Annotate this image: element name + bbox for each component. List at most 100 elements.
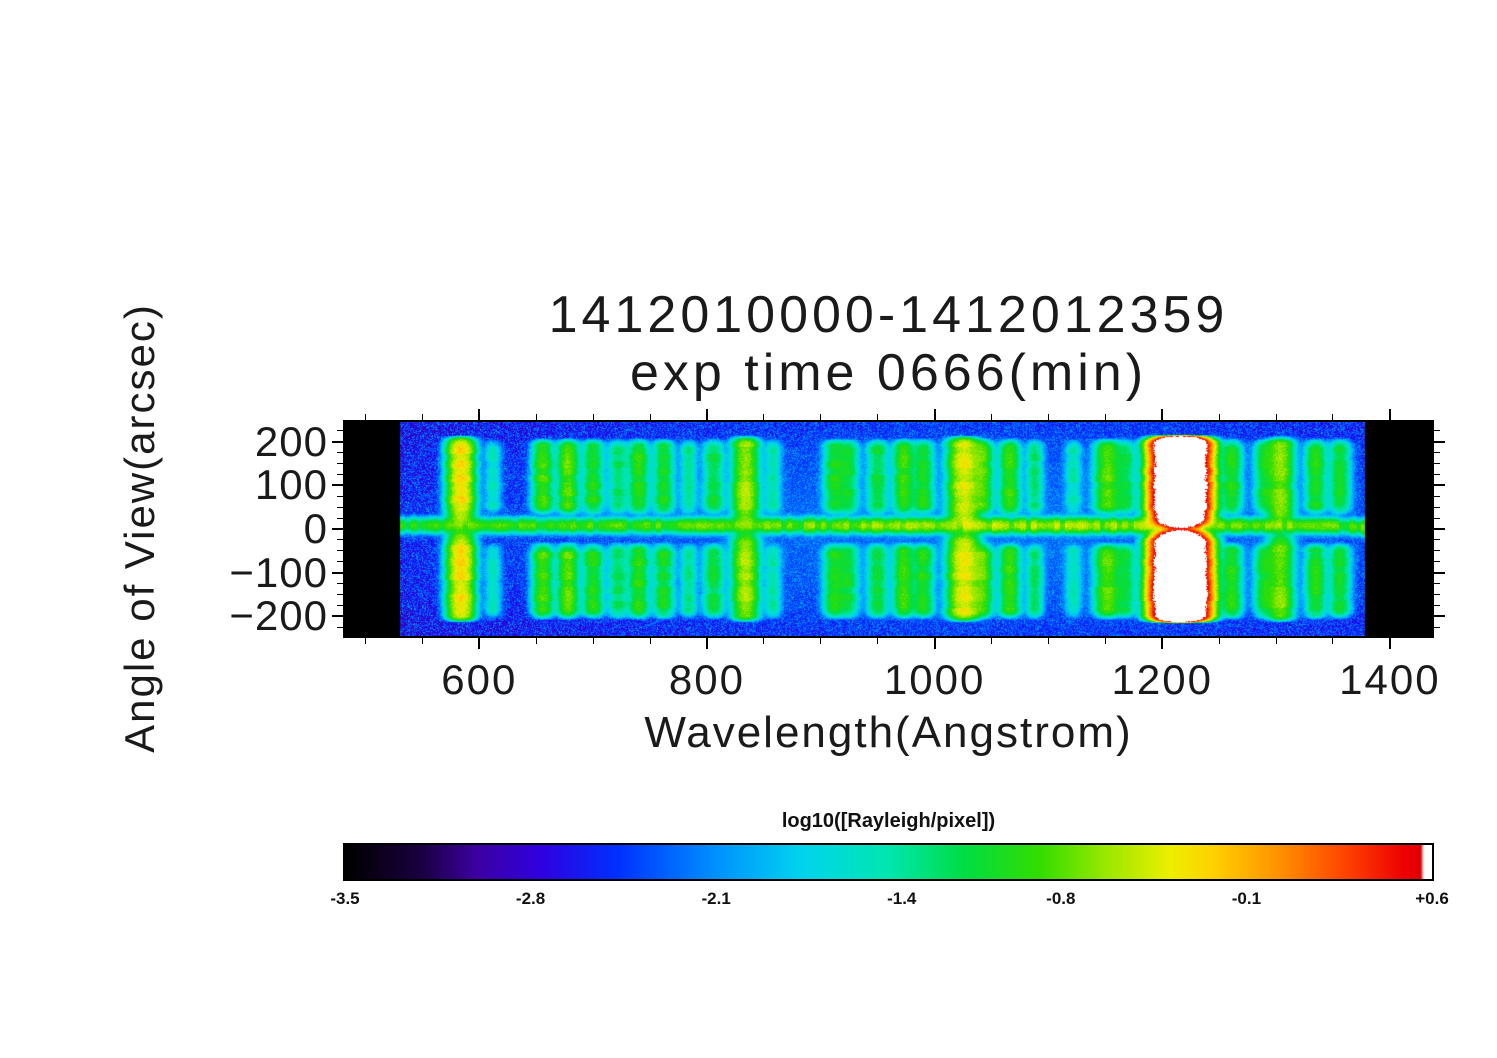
x-axis-minor-tick xyxy=(535,638,537,644)
y-tick-label: 200 xyxy=(254,417,328,465)
y-axis-minor-tick xyxy=(1434,517,1440,519)
y-axis-minor-tick xyxy=(337,604,343,606)
x-tick-label: 1000 xyxy=(883,656,986,703)
x-axis-major-tick xyxy=(478,638,481,649)
x-axis-minor-tick xyxy=(991,414,992,420)
y-axis-minor-tick xyxy=(1434,506,1440,508)
x-axis-minor-tick xyxy=(535,414,537,420)
y-axis-minor-tick xyxy=(1434,473,1440,475)
y-axis-minor-tick xyxy=(1434,583,1440,585)
y-axis-minor-tick xyxy=(337,430,343,432)
y-axis-minor-tick xyxy=(1434,626,1440,628)
x-axis-minor-tick xyxy=(421,638,423,644)
y-axis-major-tick xyxy=(1434,615,1445,618)
x-axis-major-tick xyxy=(1388,638,1391,649)
colorbar-tick-label: +0.6 xyxy=(1415,889,1449,908)
x-axis-major-tick xyxy=(1161,409,1164,420)
x-axis-major-tick xyxy=(478,409,481,420)
y-axis-major-tick xyxy=(1434,484,1445,487)
x-axis-major-tick xyxy=(1388,409,1391,420)
x-axis-minor-tick xyxy=(364,414,366,420)
y-axis-minor-tick xyxy=(337,550,343,552)
colorbar-tick-label: -1.4 xyxy=(887,889,917,908)
y-axis-minor-tick xyxy=(337,495,343,497)
x-axis-minor-tick xyxy=(421,414,423,420)
y-axis-minor-tick xyxy=(337,452,343,454)
x-axis-minor-tick xyxy=(1275,414,1277,420)
y-axis-label: Angle of View(arcsec) xyxy=(116,303,163,753)
x-axis-minor-tick xyxy=(877,414,879,420)
x-tick-label: 1200 xyxy=(1111,656,1213,703)
x-tick-label: 600 xyxy=(441,656,518,703)
colorbar-label: log10([Rayleigh/pixel]) xyxy=(781,810,996,832)
plot-title: 1412010000-1412012359 exp time 0666(min) xyxy=(345,286,1432,402)
y-axis-minor-tick xyxy=(1434,495,1440,497)
x-axis-minor-tick xyxy=(991,638,992,644)
x-axis-minor-tick xyxy=(1332,414,1334,420)
y-axis-minor-tick xyxy=(1434,561,1440,563)
x-tick-label: 1400 xyxy=(1339,656,1441,703)
x-axis-minor-tick xyxy=(1047,414,1049,420)
colorbar-tick-label: -2.1 xyxy=(701,889,731,908)
colorbar-tick-label: -0.8 xyxy=(1046,889,1076,908)
y-axis-minor-tick xyxy=(337,539,343,541)
x-axis-minor-tick xyxy=(649,414,651,420)
x-axis-minor-tick xyxy=(649,638,651,644)
x-axis-minor-tick xyxy=(1275,638,1277,644)
y-axis-minor-tick xyxy=(337,506,343,508)
y-axis-major-tick xyxy=(332,440,343,443)
x-axis-minor-tick xyxy=(877,638,879,644)
x-axis-minor-tick xyxy=(592,414,594,420)
y-axis-minor-tick xyxy=(337,594,343,595)
y-axis-major-tick xyxy=(332,571,343,574)
y-axis-minor-tick xyxy=(1434,594,1440,595)
colorbar-tick-label: -0.1 xyxy=(1231,889,1262,908)
title-line-1: 1412010000-1412012359 xyxy=(548,286,1229,344)
title-line-2: exp time 0666(min) xyxy=(629,344,1148,402)
y-axis-minor-tick xyxy=(337,473,343,475)
colorbar-tick-label: -2.8 xyxy=(515,889,546,908)
y-axis-minor-tick xyxy=(337,561,343,563)
x-axis-minor-tick xyxy=(1104,414,1106,420)
y-axis-minor-tick xyxy=(337,462,343,464)
y-axis-major-tick xyxy=(1434,571,1445,574)
y-axis-minor-tick xyxy=(337,626,343,628)
y-axis-minor-tick xyxy=(1434,539,1440,541)
y-axis-minor-tick xyxy=(1434,430,1440,432)
y-axis-minor-tick xyxy=(1434,604,1440,606)
y-tick-label: 0 xyxy=(303,505,328,552)
x-tick-label: 800 xyxy=(668,656,745,703)
x-axis-minor-tick xyxy=(1104,638,1106,644)
y-axis-major-tick xyxy=(1434,440,1445,443)
colorbar-tick-label: -3.5 xyxy=(330,889,360,908)
y-axis-major-tick xyxy=(332,528,343,530)
y-axis-major-tick xyxy=(332,484,343,487)
x-axis-major-tick xyxy=(933,409,936,420)
x-axis-minor-tick xyxy=(364,638,366,644)
x-axis-minor-tick xyxy=(820,638,822,644)
y-tick-label: 100 xyxy=(254,461,328,509)
y-tick-label: −200 xyxy=(229,592,328,640)
x-axis-minor-tick xyxy=(763,638,765,644)
x-axis-minor-tick xyxy=(1047,638,1049,644)
x-axis-minor-tick xyxy=(1218,638,1220,644)
y-axis-minor-tick xyxy=(1434,452,1440,454)
x-axis-minor-tick xyxy=(592,638,594,644)
y-axis-minor-tick xyxy=(1434,550,1440,552)
spectrogram-heatmap xyxy=(345,422,1432,636)
x-axis-major-tick xyxy=(705,409,708,420)
y-axis-major-tick xyxy=(332,615,343,618)
y-axis-minor-tick xyxy=(337,583,343,585)
x-axis-major-tick xyxy=(705,638,708,649)
colorbar xyxy=(345,845,1432,879)
y-axis-minor-tick xyxy=(337,517,343,519)
x-axis-major-tick xyxy=(1161,638,1164,649)
x-axis-major-tick xyxy=(933,638,936,649)
y-axis-major-tick xyxy=(1434,528,1445,530)
x-axis-minor-tick xyxy=(820,414,822,420)
y-axis-minor-tick xyxy=(1434,462,1440,464)
x-axis-minor-tick xyxy=(1218,414,1220,420)
x-axis-minor-tick xyxy=(1332,638,1334,644)
x-axis-label: Wavelength(Angstrom) xyxy=(644,708,1133,757)
